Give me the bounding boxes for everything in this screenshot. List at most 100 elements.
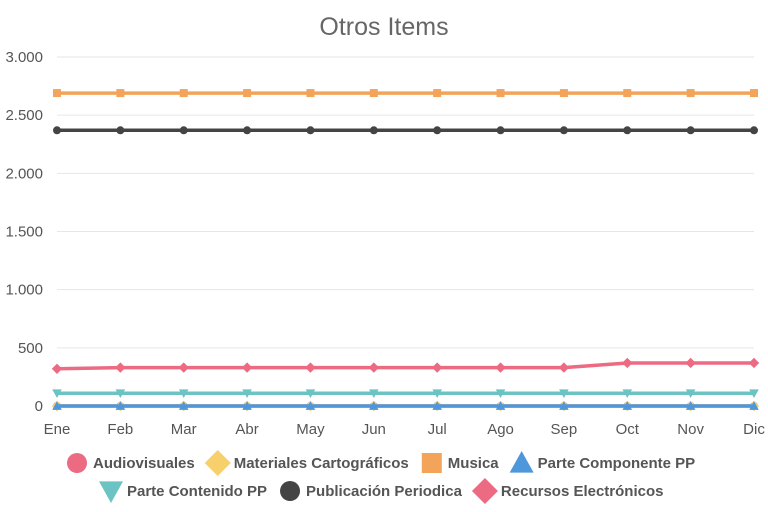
data-point bbox=[52, 401, 62, 410]
data-point bbox=[115, 389, 126, 399]
legend-label: Parte Componente PP bbox=[538, 455, 696, 472]
legend-item[interactable]: Recursos Electrónicos bbox=[471, 478, 664, 504]
legend-label: Publicación Periodica bbox=[306, 483, 463, 500]
data-point bbox=[559, 126, 568, 135]
y-tick-label: 2.000 bbox=[5, 165, 43, 182]
data-point bbox=[51, 363, 63, 374]
data-point bbox=[623, 126, 632, 135]
series bbox=[52, 389, 759, 399]
data-point bbox=[116, 89, 125, 98]
x-tick-label: Mar bbox=[171, 421, 197, 438]
data-point bbox=[178, 401, 189, 410]
x-tick-label: Sep bbox=[551, 421, 578, 438]
y-tick-label: 1.000 bbox=[5, 282, 43, 299]
data-point bbox=[749, 401, 759, 410]
data-point bbox=[242, 389, 252, 399]
legend-marker-icon bbox=[99, 481, 123, 503]
data-point bbox=[116, 126, 125, 135]
data-point bbox=[559, 89, 568, 98]
data-point bbox=[368, 362, 380, 373]
legend-label: Materiales Cartográficos bbox=[234, 455, 409, 472]
data-point bbox=[495, 362, 506, 373]
legend-marker-icon bbox=[67, 453, 87, 473]
legend-item[interactable]: Materiales Cartográficos bbox=[204, 450, 409, 476]
x-tick-label: Jun bbox=[362, 421, 386, 438]
data-point bbox=[685, 389, 696, 399]
y-tick-label: 500 bbox=[18, 340, 43, 357]
y-tick-label: 1.500 bbox=[5, 224, 43, 241]
data-point bbox=[369, 401, 379, 410]
data-point bbox=[53, 126, 61, 135]
x-tick-label: Feb bbox=[107, 421, 133, 438]
data-point bbox=[178, 362, 189, 373]
legend-item[interactable]: Publicación Periodica bbox=[280, 481, 463, 501]
data-point bbox=[369, 126, 378, 135]
data-point bbox=[369, 89, 378, 98]
legend-marker-icon bbox=[509, 451, 534, 473]
x-tick-label: Nov bbox=[677, 421, 704, 438]
grid-lines bbox=[57, 56, 754, 407]
data-point bbox=[305, 401, 316, 410]
data-point bbox=[622, 357, 633, 369]
x-tick-label: Jul bbox=[428, 421, 447, 438]
data-point bbox=[178, 389, 189, 399]
legend-item[interactable]: Audiovisuales bbox=[67, 453, 195, 473]
data-point bbox=[432, 401, 442, 410]
legend-item[interactable]: Musica bbox=[421, 453, 500, 473]
data-point bbox=[115, 401, 126, 410]
series-lines bbox=[51, 89, 760, 412]
data-point bbox=[686, 89, 695, 98]
x-tick-label: Oct bbox=[616, 421, 640, 438]
y-tick-label: 0 bbox=[35, 398, 43, 415]
series bbox=[53, 89, 758, 98]
data-point bbox=[306, 89, 315, 98]
y-axis-ticks: 0 500 1.000 1.500 2.000 2.500 3.000 bbox=[5, 49, 43, 415]
data-point bbox=[53, 89, 61, 98]
data-point bbox=[622, 389, 633, 399]
data-point bbox=[559, 401, 569, 410]
legend-marker-icon bbox=[280, 481, 301, 501]
x-tick-label: May bbox=[296, 421, 325, 438]
data-point bbox=[749, 389, 759, 399]
data-point bbox=[431, 362, 443, 373]
legend-label: Musica bbox=[448, 455, 500, 472]
data-point bbox=[623, 89, 632, 98]
data-point bbox=[686, 126, 695, 135]
legend-label: Audiovisuales bbox=[93, 455, 195, 472]
data-point bbox=[685, 401, 696, 410]
x-axis-ticks: Ene Feb Mar Abr May Jun Jul Ago Sep Oct Nov Dic bbox=[44, 421, 766, 438]
data-point bbox=[748, 357, 760, 369]
data-point bbox=[495, 389, 506, 399]
data-point bbox=[622, 401, 633, 410]
legend-marker-icon bbox=[204, 450, 231, 476]
data-point bbox=[52, 389, 62, 399]
legend-marker-icon bbox=[421, 453, 442, 473]
x-tick-label: Dic bbox=[743, 421, 765, 438]
data-point bbox=[433, 126, 442, 135]
data-point bbox=[495, 401, 506, 410]
series bbox=[52, 401, 759, 410]
data-point bbox=[559, 389, 569, 399]
x-tick-label: Ene bbox=[44, 421, 71, 438]
data-point bbox=[243, 89, 252, 98]
y-tick-label: 3.000 bbox=[5, 49, 43, 66]
data-point bbox=[369, 389, 379, 399]
legend-item[interactable]: Parte Contenido PP bbox=[99, 481, 267, 503]
data-point bbox=[433, 89, 442, 98]
data-point bbox=[243, 126, 252, 135]
y-tick-label: 2.500 bbox=[5, 107, 43, 124]
series bbox=[51, 357, 760, 374]
data-point bbox=[496, 89, 505, 98]
data-point bbox=[305, 362, 316, 373]
legend-marker-icon bbox=[471, 478, 498, 504]
x-tick-label: Ago bbox=[487, 421, 514, 438]
legend-label: Recursos Electrónicos bbox=[501, 483, 664, 500]
data-point bbox=[242, 401, 252, 410]
data-point bbox=[558, 362, 570, 373]
data-point bbox=[685, 357, 696, 369]
data-point bbox=[750, 89, 758, 98]
x-tick-label: Abr bbox=[235, 421, 258, 438]
data-point bbox=[496, 126, 505, 135]
legend-item[interactable]: Parte Componente PP bbox=[509, 451, 696, 473]
